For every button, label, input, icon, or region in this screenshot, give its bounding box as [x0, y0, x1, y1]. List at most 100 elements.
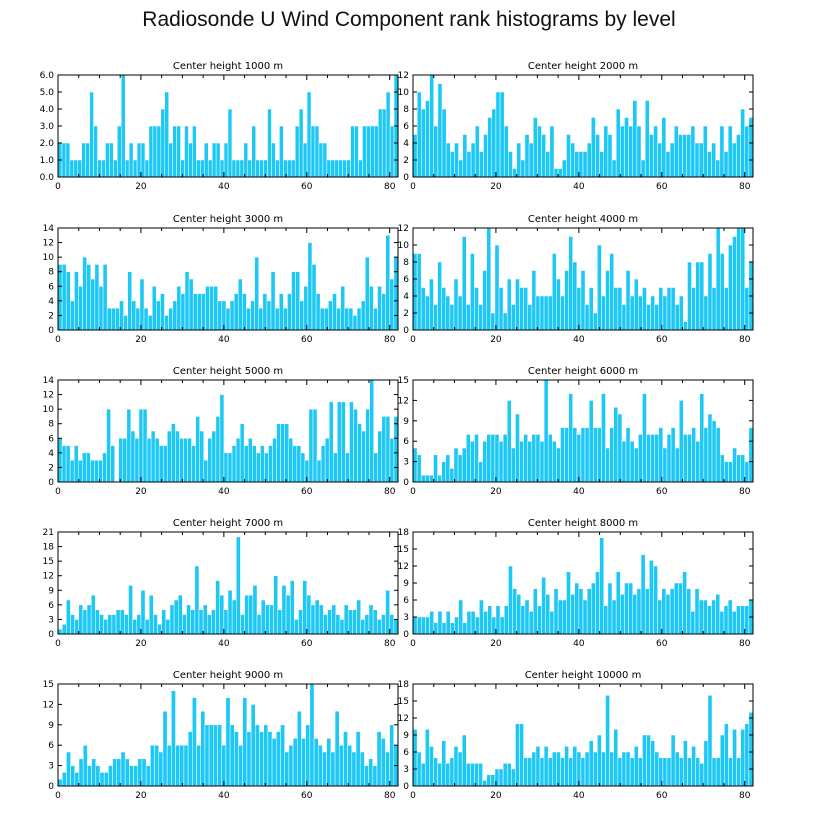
histogram-bar	[457, 295, 463, 331]
y-tick-label: 0	[48, 478, 54, 488]
histogram-bar	[87, 765, 92, 787]
histogram-bar	[347, 744, 353, 787]
histogram-bar	[607, 134, 613, 178]
histogram-bar	[441, 108, 447, 178]
histogram-bar	[175, 430, 180, 483]
y-tick-label: 8	[48, 420, 54, 430]
histogram-bar	[82, 256, 87, 331]
histogram-bar	[377, 108, 383, 178]
histogram-bar	[450, 622, 455, 635]
x-tick-label: 0	[410, 335, 416, 345]
x-tick-label: 20	[135, 335, 147, 345]
histogram-bar	[553, 588, 559, 635]
histogram-bar	[687, 434, 692, 483]
histogram-bar	[686, 134, 692, 178]
x-tick-label: 80	[384, 791, 396, 801]
histogram-bar	[138, 408, 144, 483]
histogram-bar	[229, 724, 235, 787]
histogram-bar	[153, 614, 158, 635]
histogram-bar	[499, 91, 505, 178]
histogram-bar	[584, 427, 590, 483]
histogram-bar	[142, 408, 148, 483]
histogram-bar	[315, 293, 321, 331]
histogram-bar	[197, 293, 202, 331]
histogram-bar	[698, 599, 704, 635]
x-tick-label: 40	[573, 791, 585, 801]
histogram-bar	[300, 452, 306, 483]
histogram-bar	[519, 287, 524, 331]
histogram-bar	[644, 588, 650, 635]
histogram-bar	[679, 757, 684, 787]
histogram-bar	[462, 622, 468, 635]
histogram-bar	[237, 278, 243, 331]
histogram-bar	[711, 287, 717, 331]
histogram-bar	[57, 628, 63, 635]
histogram-bar	[574, 582, 580, 635]
x-tick-label: 80	[384, 639, 396, 649]
histogram-bar	[670, 734, 676, 787]
histogram-bar	[553, 168, 559, 178]
histogram-bar	[588, 287, 594, 331]
histogram-bar	[679, 295, 684, 331]
histogram-bar	[552, 253, 557, 331]
histogram-bar	[183, 438, 188, 483]
histogram-bar	[582, 151, 588, 178]
x-tick-label: 0	[55, 182, 61, 192]
histogram-bar	[605, 270, 610, 331]
histogram-bar	[250, 704, 256, 787]
histogram-bar	[592, 427, 598, 483]
histogram-bar	[502, 763, 508, 787]
histogram-bar	[429, 278, 434, 331]
histogram-bar	[545, 151, 551, 178]
y-tick-label: 15	[398, 697, 409, 707]
x-tick-label: 20	[490, 791, 502, 801]
panel-title: Center height 4000 m	[528, 214, 638, 225]
histogram-bar	[340, 286, 345, 331]
histogram-bar	[543, 295, 549, 331]
histogram-bar	[148, 125, 154, 178]
histogram-bar	[291, 159, 296, 178]
x-tick-label: 40	[573, 335, 585, 345]
histogram-bar	[361, 430, 366, 483]
histogram-bar	[154, 438, 160, 483]
histogram-bar	[389, 614, 395, 635]
histogram-bar	[445, 763, 451, 787]
y-tick-label: 12	[43, 700, 54, 710]
y-tick-label: 12	[43, 572, 54, 582]
histogram-bar	[294, 125, 300, 178]
x-tick-label: 80	[739, 639, 751, 649]
histogram-bar	[724, 723, 729, 787]
histogram-bar	[385, 751, 390, 787]
x-tick-label: 60	[301, 487, 313, 497]
histogram-bar	[695, 440, 701, 483]
histogram-bar	[629, 440, 635, 483]
histogram-bar	[372, 609, 378, 635]
histogram-bar	[113, 159, 118, 178]
histogram-bar	[348, 307, 354, 331]
histogram-bar	[368, 758, 374, 787]
histogram-bar	[82, 609, 88, 635]
y-tick-label: 9	[48, 721, 54, 731]
histogram-bar	[127, 271, 132, 331]
histogram-bar	[240, 614, 245, 635]
y-tick-label: 0	[403, 326, 409, 336]
histogram-bar	[278, 293, 284, 331]
histogram-bar	[306, 594, 312, 635]
histogram-bar	[506, 400, 512, 483]
histogram-bar	[215, 416, 221, 483]
histogram-bar	[683, 434, 688, 483]
y-tick-label: 18	[43, 543, 55, 553]
histogram-bar	[132, 159, 138, 178]
histogram-bar	[377, 619, 382, 635]
y-tick-label: 10	[43, 405, 55, 415]
histogram-bar	[70, 765, 76, 787]
histogram-bar	[65, 445, 71, 483]
histogram-bar	[441, 461, 447, 483]
histogram-bar	[662, 757, 668, 787]
histogram-bar	[615, 571, 621, 635]
histogram-bar	[192, 293, 198, 331]
histogram-bar	[702, 125, 708, 178]
histogram-bar	[287, 293, 292, 331]
histogram-bar	[449, 304, 455, 331]
